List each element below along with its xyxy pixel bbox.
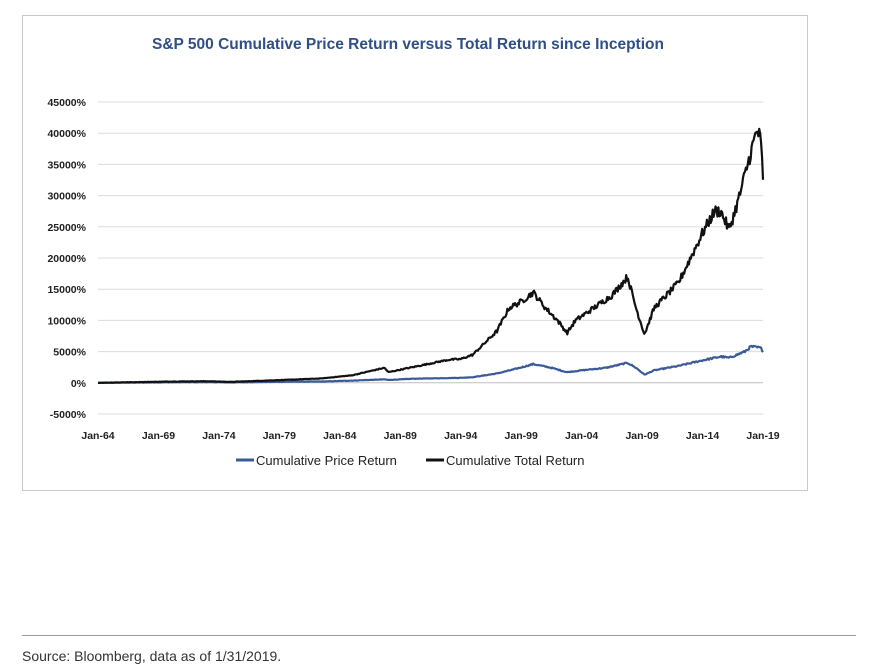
y-tick-label: 20000% bbox=[47, 253, 86, 265]
x-tick-label: Jan-79 bbox=[263, 430, 296, 442]
y-tick-label: 25000% bbox=[47, 222, 86, 234]
chart-canvas: 45000% 40000% 35000% 30000% 25000% 20000% 1500… bbox=[47, 36, 779, 468]
x-tick-label: Jan-94 bbox=[444, 430, 477, 442]
legend-label: Cumulative Total Return bbox=[446, 453, 585, 468]
source-divider bbox=[22, 635, 856, 636]
legend: Cumulative Price Return Cumulative Total … bbox=[236, 453, 585, 468]
chart-title: S&P 500 Cumulative Price Return versus T… bbox=[152, 36, 664, 53]
y-tick-label: -5000% bbox=[50, 409, 87, 421]
x-tick-label: Jan-84 bbox=[323, 430, 356, 442]
y-tick-label: 45000% bbox=[47, 97, 86, 109]
y-tick-label: 10000% bbox=[47, 315, 86, 327]
x-axis-ticks: Jan-64 Jan-69 Jan-74 Jan-79 Jan-84 Jan-89 Jan-… bbox=[81, 430, 779, 442]
x-tick-label: Jan-69 bbox=[142, 430, 175, 442]
y-tick-label: 5000% bbox=[53, 347, 86, 359]
series-layer bbox=[97, 127, 765, 384]
x-tick-label: Jan-99 bbox=[505, 430, 538, 442]
x-tick-label: Jan-64 bbox=[81, 430, 114, 442]
y-axis-ticks: 45000% 40000% 35000% 30000% 25000% 20000% 1500… bbox=[47, 97, 86, 421]
x-tick-label: Jan-89 bbox=[384, 430, 417, 442]
y-tick-label: 15000% bbox=[47, 284, 86, 296]
x-tick-label: Jan-19 bbox=[746, 430, 779, 442]
y-tick-label: 35000% bbox=[47, 159, 86, 171]
x-tick-label: Jan-09 bbox=[625, 430, 658, 442]
y-tick-label: 40000% bbox=[47, 128, 86, 140]
source-note: Source: Bloomberg, data as of 1/31/2019. bbox=[22, 648, 282, 664]
legend-label: Cumulative Price Return bbox=[256, 453, 397, 468]
y-tick-label: 30000% bbox=[47, 191, 86, 203]
grid-layer bbox=[98, 101, 763, 415]
x-tick-label: Jan-04 bbox=[565, 430, 598, 442]
y-tick-label: 0% bbox=[71, 378, 87, 390]
chart-frame: 45000% 40000% 35000% 30000% 25000% 20000% 1500… bbox=[22, 15, 808, 491]
x-tick-label: Jan-14 bbox=[686, 430, 719, 442]
series-line-total-return bbox=[97, 127, 765, 384]
x-tick-label: Jan-74 bbox=[202, 430, 235, 442]
